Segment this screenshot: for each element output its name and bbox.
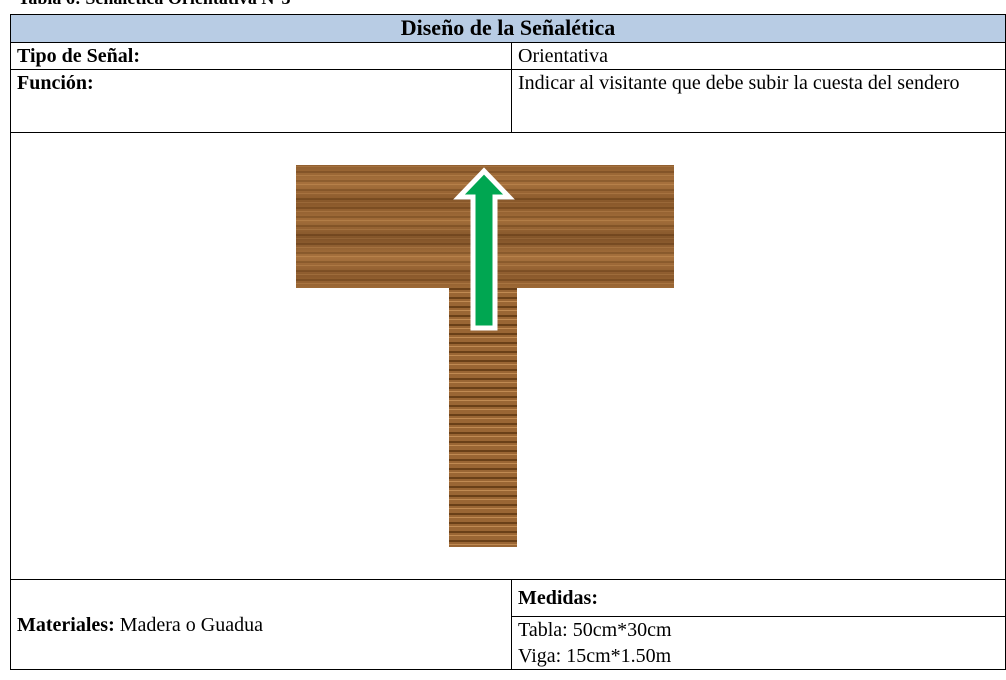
materials-value: Madera o Guadua xyxy=(119,613,264,636)
measure: Viga: 15cm*1.50m xyxy=(518,645,672,667)
measure: Tabla: 50cm*30cm xyxy=(518,619,672,641)
measures-cell: Tabla: 50cm*30cm Viga: 15cm*1.50m xyxy=(511,616,1006,670)
measures-label: Medidas: xyxy=(511,579,1006,617)
materials-label: Materiales: xyxy=(17,613,115,636)
table-header: Diseño de la Señalética xyxy=(10,14,1006,43)
sign-illustration xyxy=(296,165,674,547)
row-label: Función: xyxy=(10,69,512,133)
materials-cell: Materiales: Madera o Guadua xyxy=(10,579,512,670)
row-value: Indicar al visitante que debe subir la c… xyxy=(511,69,1006,133)
table-caption: Tabla 6: Señalética Orientativa N°3 xyxy=(18,0,291,9)
sign-table: Diseño de la Señalética Tipo de Señal: O… xyxy=(10,14,1006,670)
row-label: Tipo de Señal: xyxy=(10,42,512,70)
image-cell xyxy=(10,132,1006,580)
row-value: Orientativa xyxy=(511,42,1006,70)
